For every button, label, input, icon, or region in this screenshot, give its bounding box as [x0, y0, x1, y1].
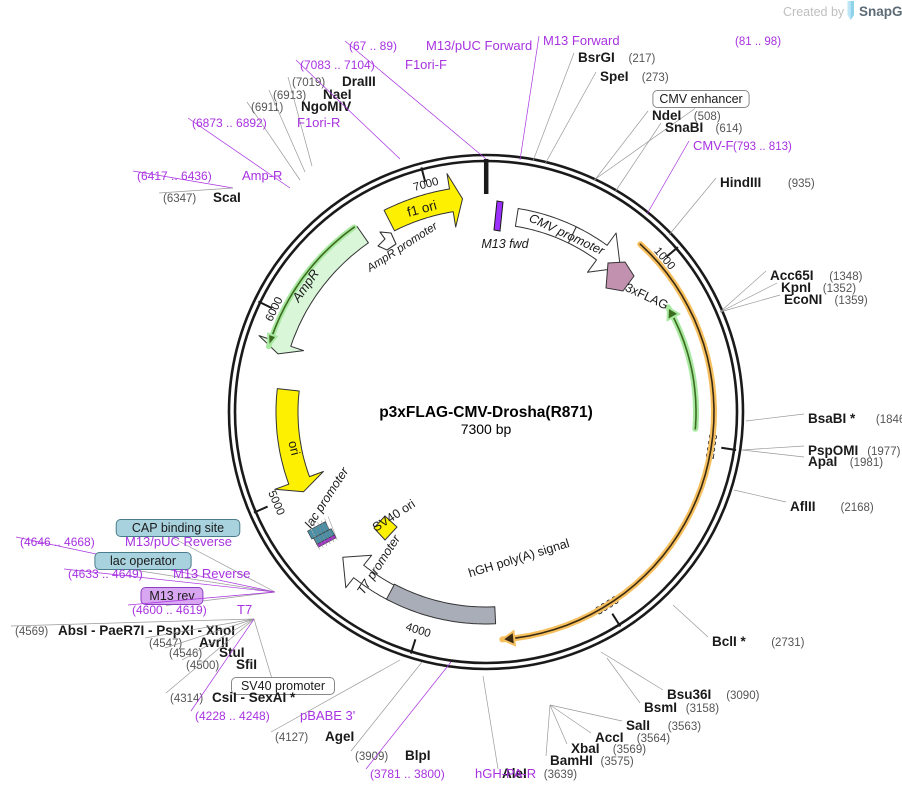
- svg-text:7300 bp: 7300 bp: [461, 421, 512, 437]
- svg-text:AflII: AflII: [790, 499, 816, 514]
- svg-text:(793 .. 813): (793 .. 813): [733, 141, 792, 153]
- svg-text:BlpI: BlpI: [405, 748, 431, 763]
- svg-text:BsmI: BsmI: [644, 700, 677, 715]
- svg-text:BsaBI *: BsaBI *: [808, 411, 856, 426]
- svg-text:(1352): (1352): [823, 283, 856, 295]
- svg-text:ScaI: ScaI: [213, 190, 241, 205]
- svg-text:(2168): (2168): [841, 502, 874, 514]
- svg-text:hGH-PA-R: hGH-PA-R: [475, 766, 536, 781]
- svg-text:AgeI: AgeI: [325, 729, 354, 744]
- svg-text:CMV enhancer: CMV enhancer: [659, 92, 742, 106]
- svg-text:(3639): (3639): [544, 769, 577, 781]
- svg-text:(3090): (3090): [726, 690, 759, 702]
- svg-text:(3575): (3575): [601, 756, 634, 768]
- svg-text:(6417 .. 6436): (6417 .. 6436): [137, 169, 212, 183]
- svg-text:4000: 4000: [404, 621, 432, 640]
- svg-text:(6913): (6913): [273, 90, 306, 102]
- svg-text:(217): (217): [629, 53, 656, 65]
- svg-text:SalI: SalI: [626, 718, 650, 733]
- svg-text:BsrGI: BsrGI: [578, 50, 615, 65]
- svg-text:(3158): (3158): [686, 703, 719, 715]
- svg-text:BclI *: BclI *: [712, 634, 747, 649]
- svg-text:(614): (614): [716, 123, 743, 135]
- svg-text:(1846): (1846): [876, 414, 902, 426]
- svg-text:ApaI: ApaI: [808, 454, 837, 469]
- svg-text:SnaBI: SnaBI: [665, 120, 703, 135]
- svg-text:AmpR promoter: AmpR promoter: [364, 220, 440, 275]
- svg-text:(4600 .. 4619): (4600 .. 4619): [132, 603, 207, 617]
- svg-text:Amp-R: Amp-R: [242, 168, 282, 183]
- svg-text:CsiI - SexAI *: CsiI - SexAI *: [212, 690, 296, 705]
- svg-text:Created by: Created by: [783, 5, 845, 19]
- svg-text:(3909): (3909): [355, 751, 388, 763]
- svg-text:5000: 5000: [265, 489, 286, 517]
- svg-text:EcoNI: EcoNI: [784, 292, 822, 307]
- svg-text:(1359): (1359): [835, 295, 868, 307]
- svg-text:M13/pUC Reverse: M13/pUC Reverse: [125, 534, 232, 549]
- svg-text:M13 fwd: M13 fwd: [481, 237, 529, 251]
- svg-text:(7083 .. 7104): (7083 .. 7104): [300, 58, 375, 72]
- svg-text:(67 .. 89): (67 .. 89): [349, 39, 397, 53]
- svg-text:M13 Forward: M13 Forward: [543, 33, 620, 48]
- svg-text:(4646 .. 4668): (4646 .. 4668): [20, 535, 95, 549]
- svg-text:M13 Reverse: M13 Reverse: [173, 566, 250, 581]
- svg-text:SnapGene: SnapGene: [859, 4, 902, 19]
- svg-text:HindIII: HindIII: [720, 175, 761, 190]
- svg-text:(4228 .. 4248): (4228 .. 4248): [195, 709, 270, 723]
- svg-text:(2731): (2731): [771, 637, 804, 649]
- svg-text:(4127): (4127): [275, 732, 308, 744]
- svg-text:lac promoter: lac promoter: [302, 464, 352, 531]
- svg-text:(1348): (1348): [829, 271, 862, 283]
- svg-text:(81 .. 98): (81 .. 98): [735, 36, 781, 48]
- svg-text:DraIII: DraIII: [342, 74, 376, 89]
- svg-text:p3xFLAG-CMV-Drosha(R871): p3xFLAG-CMV-Drosha(R871): [379, 404, 593, 421]
- svg-text:BamHI: BamHI: [550, 753, 593, 768]
- svg-text:hGH poly(A) signal: hGH poly(A) signal: [467, 536, 571, 580]
- svg-text:SpeI: SpeI: [600, 69, 629, 84]
- svg-text:(3563): (3563): [668, 721, 701, 733]
- svg-text:(935): (935): [788, 178, 815, 190]
- svg-text:SfiI: SfiI: [236, 657, 257, 672]
- svg-text:F1ori-F: F1ori-F: [405, 57, 447, 72]
- svg-text:(3569): (3569): [613, 744, 646, 756]
- svg-text:(4633 .. 4649): (4633 .. 4649): [68, 567, 143, 581]
- svg-text:(6873 .. 6892): (6873 .. 6892): [192, 116, 267, 130]
- svg-text:3xFLAG: 3xFLAG: [623, 280, 670, 312]
- svg-text:(3781 .. 3800): (3781 .. 3800): [370, 767, 445, 781]
- svg-text:M13/pUC Forward: M13/pUC Forward: [426, 38, 532, 53]
- svg-text:(4314): (4314): [170, 693, 203, 705]
- svg-text:F1ori-R: F1ori-R: [297, 115, 340, 130]
- svg-text:CMV promoter: CMV promoter: [527, 211, 607, 258]
- svg-text:CMV-F: CMV-F: [693, 138, 734, 153]
- svg-text:pBABE 3': pBABE 3': [300, 708, 355, 723]
- svg-text:(273): (273): [642, 72, 669, 84]
- svg-text:(4569): (4569): [15, 626, 48, 638]
- svg-text:(6347): (6347): [163, 193, 196, 205]
- svg-text:T7: T7: [237, 602, 252, 617]
- svg-text:(1981): (1981): [850, 457, 883, 469]
